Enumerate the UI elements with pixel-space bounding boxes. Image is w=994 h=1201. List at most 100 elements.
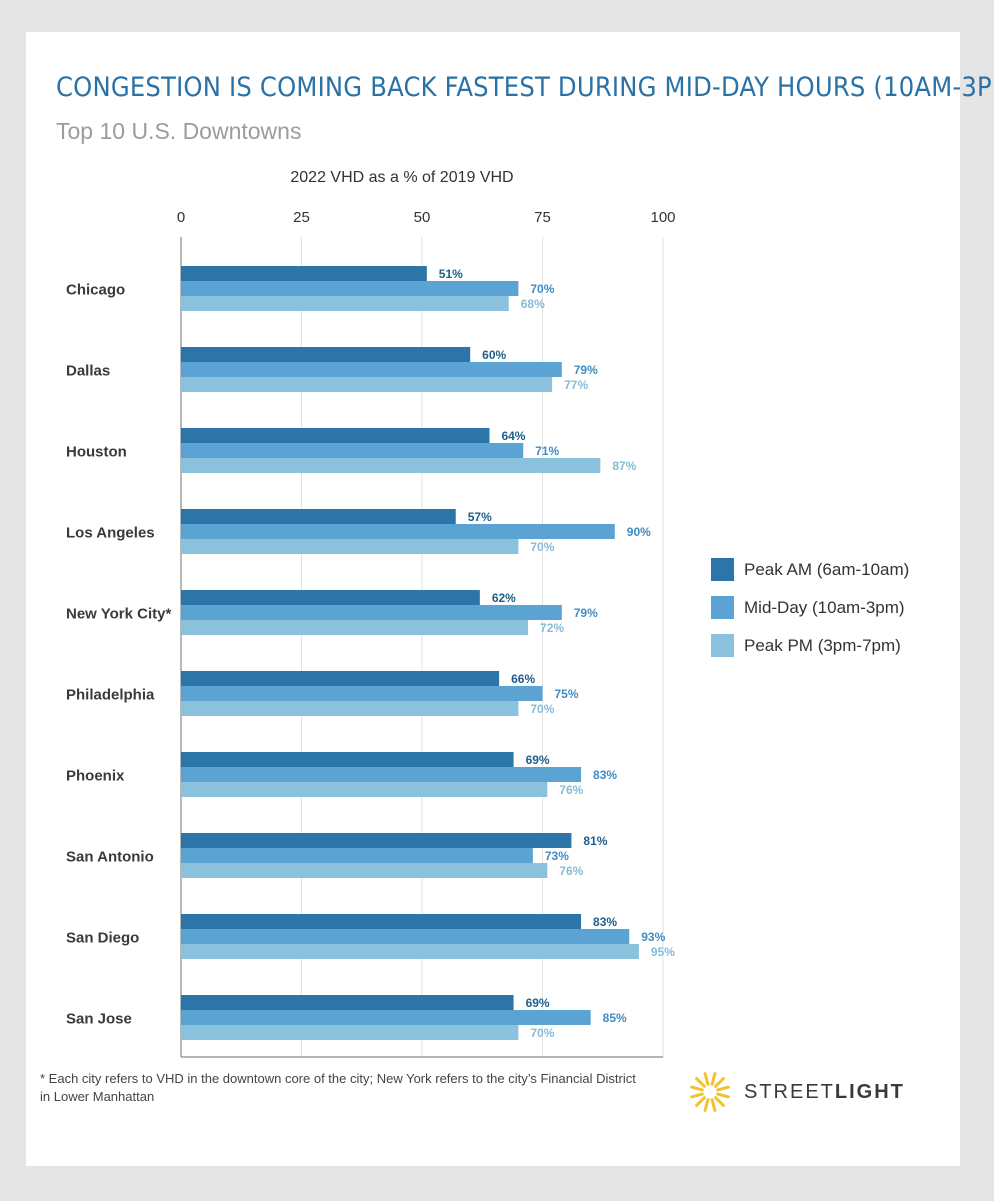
bar (181, 914, 582, 929)
bar (181, 686, 543, 701)
logo-ray (695, 1096, 706, 1107)
category-label: Houston (66, 444, 127, 461)
category-label: San Diego (66, 930, 139, 947)
data-label: 83% (593, 768, 617, 782)
data-label: 70% (530, 702, 554, 716)
legend-entry: Peak AM (6am-10am) (744, 560, 909, 579)
data-label: 70% (530, 282, 554, 296)
bar (181, 347, 471, 362)
logo-ray (714, 1096, 725, 1107)
bar (181, 833, 572, 848)
data-label: 62% (492, 591, 516, 605)
category-label: Los Angeles (66, 525, 155, 542)
data-label: 57% (468, 510, 492, 524)
legend-entry: Peak PM (3pm-7pm) (744, 636, 901, 655)
data-label: 76% (559, 783, 583, 797)
sun-burst-icon (690, 1072, 730, 1112)
data-label: 83% (593, 915, 617, 929)
bar (181, 929, 630, 944)
bar (181, 782, 548, 797)
bar (181, 281, 519, 296)
bar (181, 377, 553, 392)
category-label: Chicago (66, 282, 125, 299)
bar (181, 701, 519, 716)
logo-ray (695, 1077, 706, 1088)
x-axis-label: 2022 VHD as a % of 2019 VHD (290, 169, 513, 186)
category-label: San Jose (66, 1011, 132, 1028)
logo-ray (703, 1072, 710, 1086)
x-tick-label: 100 (650, 209, 675, 226)
legend-swatch (711, 634, 734, 657)
data-label: 77% (564, 378, 588, 392)
data-label: 66% (511, 672, 535, 686)
bar (181, 296, 509, 311)
x-tick-label: 50 (414, 209, 431, 226)
data-label: 68% (521, 297, 545, 311)
bar (181, 848, 533, 863)
bar (181, 428, 490, 443)
category-label: Dallas (66, 363, 110, 380)
data-label: 70% (530, 1026, 554, 1040)
x-tick-label: 25 (293, 209, 310, 226)
bar (181, 1025, 519, 1040)
bar (181, 944, 639, 959)
bar (181, 620, 529, 635)
data-label: 71% (535, 444, 559, 458)
bar (181, 443, 524, 458)
bar (181, 752, 514, 767)
data-label: 69% (526, 996, 550, 1010)
data-label: 69% (526, 753, 550, 767)
logo-ray (710, 1098, 717, 1112)
bar (181, 671, 500, 686)
bar (181, 995, 514, 1010)
bar (181, 1010, 591, 1025)
logo-ray (716, 1085, 730, 1092)
legend-swatch (711, 558, 734, 581)
data-label: 85% (603, 1011, 627, 1025)
data-label: 87% (612, 459, 636, 473)
x-tick-label: 0 (177, 209, 185, 226)
logo-ray (714, 1077, 725, 1088)
legend-swatch (711, 596, 734, 619)
logo-ray (716, 1092, 730, 1099)
data-label: 70% (530, 540, 554, 554)
category-label: San Antonio (66, 849, 154, 866)
data-label: 93% (641, 930, 665, 944)
data-label: 95% (651, 945, 675, 959)
bar (181, 590, 480, 605)
category-label: Phoenix (66, 768, 125, 785)
bar (181, 767, 582, 782)
x-tick-label: 75 (534, 209, 551, 226)
data-label: 73% (545, 849, 569, 863)
bar (181, 266, 427, 281)
bar (181, 509, 456, 524)
logo-ray (690, 1092, 704, 1099)
bar (181, 362, 562, 377)
category-label: New York City* (66, 606, 171, 623)
data-label: 76% (559, 864, 583, 878)
data-label: 64% (501, 429, 525, 443)
logo-ray (690, 1085, 704, 1092)
bar (181, 863, 548, 878)
footnote: * Each city refers to VHD in the downtow… (40, 1071, 636, 1104)
bar (181, 458, 601, 473)
bar (181, 605, 562, 620)
data-label: 90% (627, 525, 651, 539)
logo-ray (710, 1072, 717, 1086)
logo-ray (703, 1098, 710, 1112)
data-label: 81% (583, 834, 607, 848)
chart-title: CONGESTION IS COMING BACK FASTEST DURING… (56, 72, 994, 103)
logo-text: STREETLIGHT (744, 1080, 905, 1103)
chart-subtitle: Top 10 U.S. Downtowns (56, 118, 302, 144)
data-label: 72% (540, 621, 564, 635)
data-label: 60% (482, 348, 506, 362)
legend-entry: Mid-Day (10am-3pm) (744, 598, 905, 617)
streetlight-logo: STREETLIGHT (688, 1070, 905, 1114)
data-label: 51% (439, 267, 463, 281)
data-label: 79% (574, 606, 598, 620)
category-label: Philadelphia (66, 687, 155, 704)
bar (181, 524, 615, 539)
bar (181, 539, 519, 554)
data-label: 75% (554, 687, 578, 701)
